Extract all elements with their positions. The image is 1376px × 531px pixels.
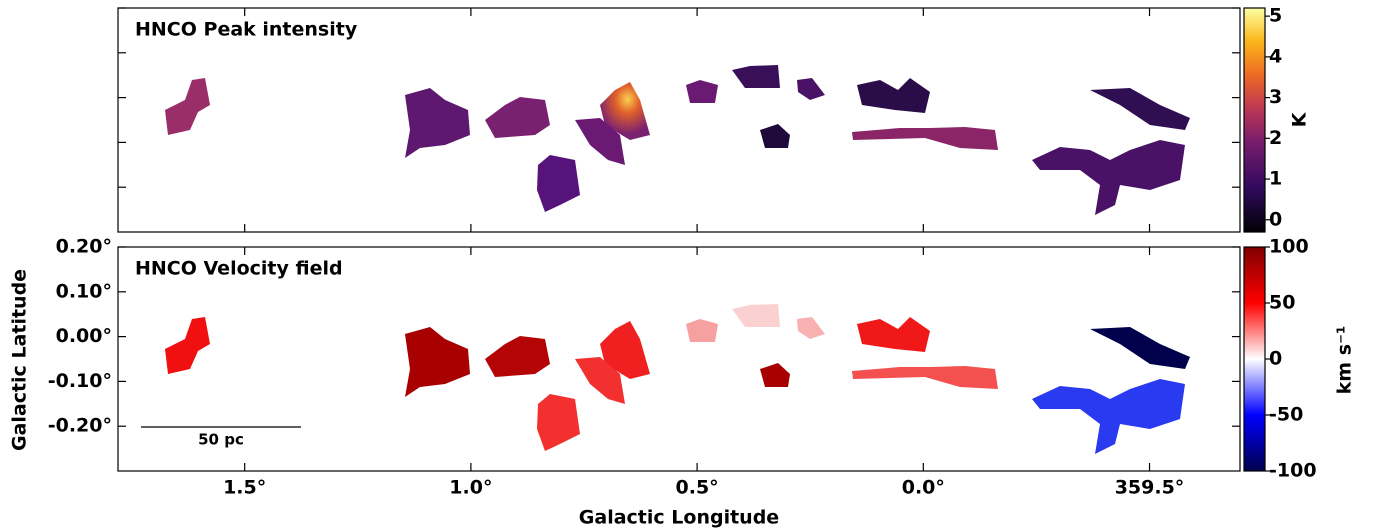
colorbar-tick-label: 100 bbox=[1269, 236, 1309, 258]
colorbar-tick-label: 4 bbox=[1269, 45, 1282, 67]
x-tick-label: 359.5° bbox=[1115, 477, 1185, 499]
velocity-map bbox=[165, 304, 1190, 454]
plot-frame bbox=[118, 8, 1240, 232]
colorbar-tick-label: 3 bbox=[1269, 86, 1282, 108]
colorbar-tick-label: 0 bbox=[1269, 348, 1282, 370]
y-axis-label: Galactic Latitude bbox=[9, 269, 31, 451]
x-tick-label: 0.0° bbox=[902, 477, 945, 499]
y-tick-label: -0.20° bbox=[48, 415, 112, 437]
colorbar-tick-label: 1 bbox=[1269, 168, 1282, 190]
x-tick-label: 1.0° bbox=[449, 477, 492, 499]
colorbar-label: K bbox=[1289, 111, 1311, 127]
colorbar-tick-label: 50 bbox=[1269, 292, 1295, 314]
colorbar bbox=[1244, 8, 1265, 232]
intensity-map bbox=[165, 65, 1190, 215]
scale-bar-label: 50 pc bbox=[198, 431, 244, 449]
colorbar-label: km s⁻¹ bbox=[1334, 326, 1356, 395]
y-tick-label: 0.20° bbox=[56, 236, 112, 258]
colorbar-tick-label: -50 bbox=[1269, 404, 1303, 426]
colorbar bbox=[1244, 247, 1265, 471]
figure: HNCO Peak intensity HNCO Velocity field … bbox=[0, 0, 1376, 531]
y-tick-label: -0.10° bbox=[48, 370, 112, 392]
panel-title: HNCO Velocity field bbox=[135, 258, 343, 280]
x-tick-label: 0.5° bbox=[676, 477, 719, 499]
x-tick-label: 1.5° bbox=[223, 477, 266, 499]
colorbar-tick-label: 2 bbox=[1269, 127, 1282, 149]
y-tick-label: 0.10° bbox=[56, 280, 112, 302]
colorbar-tick-label: 5 bbox=[1269, 5, 1282, 27]
panel-title: HNCO Peak intensity bbox=[135, 19, 358, 41]
y-tick-label: 0.00° bbox=[56, 325, 112, 347]
x-axis-label: Galactic Longitude bbox=[579, 507, 779, 529]
colorbar-tick-label: 0 bbox=[1269, 208, 1282, 230]
colorbar-tick-label: -100 bbox=[1269, 460, 1317, 482]
plot-frame bbox=[118, 247, 1240, 471]
